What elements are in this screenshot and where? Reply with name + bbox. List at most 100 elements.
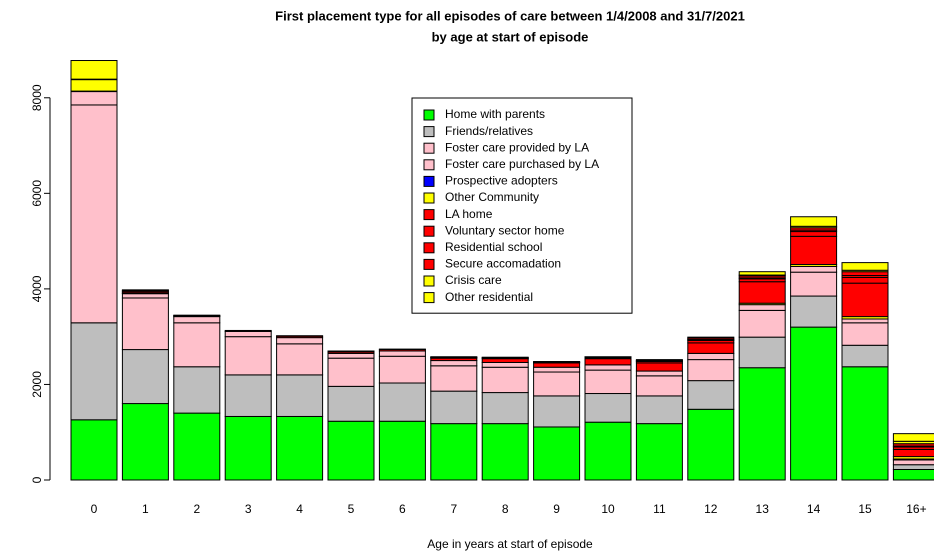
x-tick-label: 6 — [399, 502, 406, 516]
legend-swatch — [424, 160, 434, 170]
bar-segment — [174, 317, 220, 323]
bar-segment — [739, 305, 785, 311]
x-tick-label: 12 — [704, 502, 718, 516]
bar-segment — [636, 424, 682, 480]
legend-label: Other residential — [445, 290, 533, 304]
bar-segment — [71, 61, 117, 80]
bar-segment — [328, 421, 374, 480]
legend-label: Crisis care — [445, 273, 502, 287]
y-tick-label: 2000 — [30, 371, 44, 398]
legend-label: Home with parents — [445, 107, 545, 121]
bar-segment — [71, 80, 117, 91]
legend-swatch — [424, 276, 434, 286]
bar-segment — [277, 416, 323, 480]
bar-segment — [379, 421, 425, 480]
x-axis-label: Age in years at start of episode — [427, 537, 593, 551]
bar-segment — [585, 365, 631, 370]
legend-label: Prospective adopters — [445, 174, 558, 188]
bar-segment — [122, 350, 168, 404]
bar-segment — [791, 296, 837, 327]
y-tick-label: 8000 — [30, 84, 44, 111]
bar-segment — [842, 263, 888, 271]
bar-segment — [174, 323, 220, 367]
x-tick-label: 3 — [245, 502, 252, 516]
x-tick-label: 10 — [601, 502, 615, 516]
bar-segment — [636, 363, 682, 371]
bar-segment — [791, 266, 837, 272]
bar-segment — [791, 327, 837, 480]
bar-segment — [71, 420, 117, 480]
bar-segment — [688, 353, 734, 359]
bar-segment — [482, 367, 528, 392]
bar-segment — [585, 394, 631, 423]
bar-segment — [688, 343, 734, 354]
legend-swatch — [424, 143, 434, 153]
bar-segment — [122, 290, 168, 291]
bar-segment — [739, 272, 785, 275]
x-tick-label: 16+ — [906, 502, 926, 516]
bar-segment — [739, 282, 785, 304]
bar-segment — [688, 409, 734, 480]
bar-segment — [379, 351, 425, 356]
y-tick-label: 0 — [30, 476, 44, 483]
bar-segment — [534, 367, 580, 372]
chart-title: First placement type for all episodes of… — [275, 8, 745, 23]
x-tick-label: 2 — [193, 502, 200, 516]
bar-segment — [71, 92, 117, 105]
bar-segment — [636, 360, 682, 361]
bar-segment — [174, 367, 220, 413]
bar-segment — [431, 361, 477, 366]
bar-segment — [842, 345, 888, 367]
bar-segment — [842, 277, 888, 283]
x-tick-label: 14 — [807, 502, 821, 516]
bar-segment — [842, 319, 888, 323]
bar-segment — [534, 372, 580, 396]
bar-segment — [842, 283, 888, 316]
bar-segment — [482, 393, 528, 424]
y-tick-label: 6000 — [30, 180, 44, 207]
bar-segment — [739, 310, 785, 337]
legend-label: Secure accomadation — [445, 257, 561, 271]
legend-swatch — [424, 293, 434, 303]
bar-segment — [739, 368, 785, 480]
bar-segment — [739, 337, 785, 368]
legend-swatch — [424, 193, 434, 203]
bar-segment — [893, 465, 934, 470]
bar-segment — [688, 360, 734, 381]
legend-label: Friends/relatives — [445, 124, 533, 138]
legend-label: Foster care purchased by LA — [445, 157, 599, 171]
legend-swatch — [424, 110, 434, 120]
legend-label: Other Community — [445, 190, 539, 204]
y-tick-label: 4000 — [30, 275, 44, 302]
legend-swatch — [424, 210, 434, 220]
bar-segment — [534, 363, 580, 367]
bar-segment — [534, 396, 580, 427]
bar-segment — [842, 272, 888, 276]
bar-segment — [431, 391, 477, 423]
legend-swatch — [424, 226, 434, 236]
bar-segment — [893, 434, 934, 442]
bar-segment — [636, 376, 682, 396]
bar-segment — [585, 359, 631, 365]
legend-label: Foster care provided by LA — [445, 140, 589, 154]
bar-segment — [791, 236, 837, 264]
bar-segment — [328, 358, 374, 386]
bar-segment — [122, 404, 168, 480]
bar-segment — [225, 330, 271, 331]
bar-segment — [636, 396, 682, 424]
legend-swatch — [424, 243, 434, 253]
bar-segment — [122, 294, 168, 298]
bar-segment — [636, 371, 682, 376]
bar-segment — [482, 424, 528, 480]
x-tick-label: 1 — [142, 502, 149, 516]
bar-segment — [174, 413, 220, 480]
bar-segment — [328, 386, 374, 421]
bar-segment — [277, 338, 323, 344]
bar-segment — [482, 359, 528, 363]
bar-segment — [791, 272, 837, 296]
bar-segment — [431, 424, 477, 480]
x-tick-label: 15 — [858, 502, 872, 516]
bar-segment — [688, 381, 734, 410]
bar-segment — [225, 416, 271, 480]
